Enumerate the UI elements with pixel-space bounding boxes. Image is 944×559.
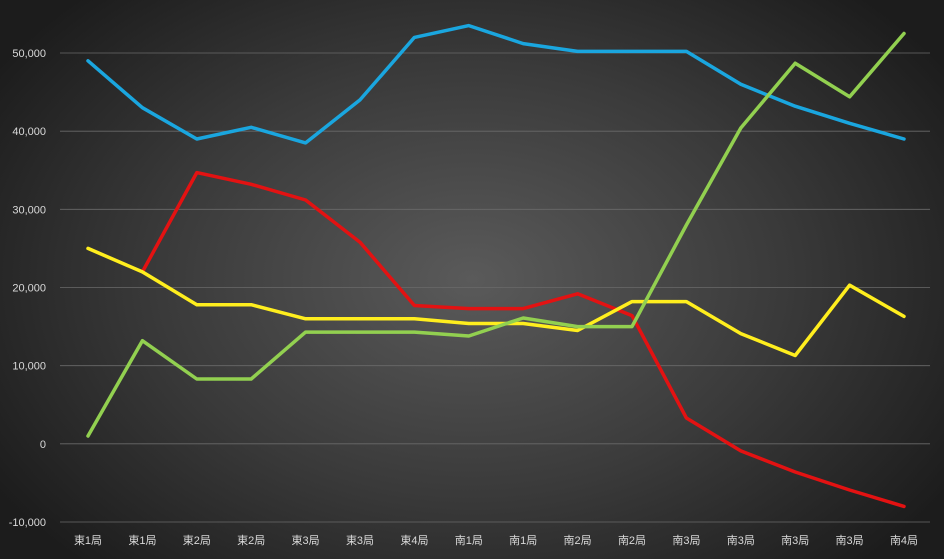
x-tick-label: 東1局 [128,534,156,547]
y-tick-label: 10,000 [12,361,46,373]
y-tick-label: -10,000 [9,517,46,529]
y-tick-label: 40,000 [12,126,46,138]
y-axis-labels: -10,000 0 10,000 20,000 30,000 40,000 50,000 [9,48,46,529]
x-tick-label: 南1局 [509,534,537,547]
y-tick-label: 0 [40,439,46,451]
x-tick-label: 南3局 [781,534,809,547]
series-lines [86,23,906,509]
x-tick-label: 東3局 [292,534,320,547]
x-axis-labels: 東1局 東1局 東2局 東2局 東3局 東3局 東4局 南1局 南1局 南2局 南2局 南3局 南3局 南… [74,534,918,547]
series-line-4 [86,31,906,438]
y-tick-label: 50,000 [12,48,46,60]
x-tick-label: 南1局 [455,534,483,547]
x-tick-label: 南3局 [836,534,864,547]
x-tick-label: 東3局 [346,534,374,547]
series-line-2 [140,170,906,509]
x-tick-label: 東2局 [237,534,265,547]
x-tick-label: 南2局 [618,534,646,547]
x-tick-label: 東4局 [400,534,428,547]
series-line-1 [86,23,906,145]
series-line-3 [86,246,906,358]
x-tick-label: 南3局 [727,534,755,547]
x-tick-label: 東2局 [183,534,211,547]
x-tick-label: 南2局 [564,534,592,547]
y-tick-label: 20,000 [12,283,46,295]
x-tick-label: 東1局 [74,534,102,547]
gridlines [60,52,930,523]
x-tick-label: 南4局 [890,534,918,547]
y-tick-label: 30,000 [12,204,46,216]
x-tick-label: 南3局 [672,534,700,547]
